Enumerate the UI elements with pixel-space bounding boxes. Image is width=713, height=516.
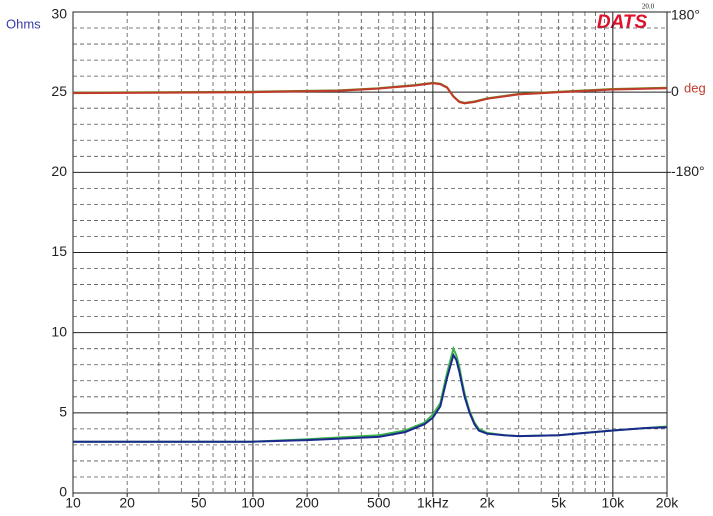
- x-tick-label: 10: [65, 495, 81, 511]
- x-tick-label: 50: [191, 495, 207, 511]
- y-tick-label: 15: [51, 243, 67, 259]
- data-line: [73, 352, 668, 443]
- x-tick-label: 100: [241, 495, 265, 511]
- x-tick-label: 20k: [656, 495, 680, 511]
- y2-tick-label: 0: [671, 83, 679, 99]
- y-tick-label: 5: [59, 404, 67, 420]
- x-tick-label: 200: [295, 495, 319, 511]
- y-tick-label: 0: [59, 484, 67, 500]
- y2-axis-label: deg: [684, 80, 706, 95]
- x-tick-label: 2k: [480, 495, 496, 511]
- y-tick-label: 20: [51, 163, 67, 179]
- y2-tick-label: -180°: [671, 163, 705, 179]
- x-tick-label: 500: [367, 495, 391, 511]
- y-tick-label: 10: [51, 323, 67, 339]
- x-tick-label: 5k: [551, 495, 567, 511]
- plot-border: [72, 11, 668, 494]
- x-tick-label: 20: [119, 495, 135, 511]
- logo-version: 20.0: [642, 3, 655, 11]
- y2-tick-label: 180°: [671, 7, 700, 23]
- y-axis-label: Ohms: [6, 16, 41, 31]
- y-tick-label: 30: [51, 6, 67, 22]
- y-tick-label: 25: [51, 83, 67, 99]
- data-line: [72, 82, 668, 105]
- x-tick-label: 10k: [602, 495, 626, 511]
- data-line: [73, 345, 668, 443]
- x-tick-label: 1kHz: [417, 495, 449, 511]
